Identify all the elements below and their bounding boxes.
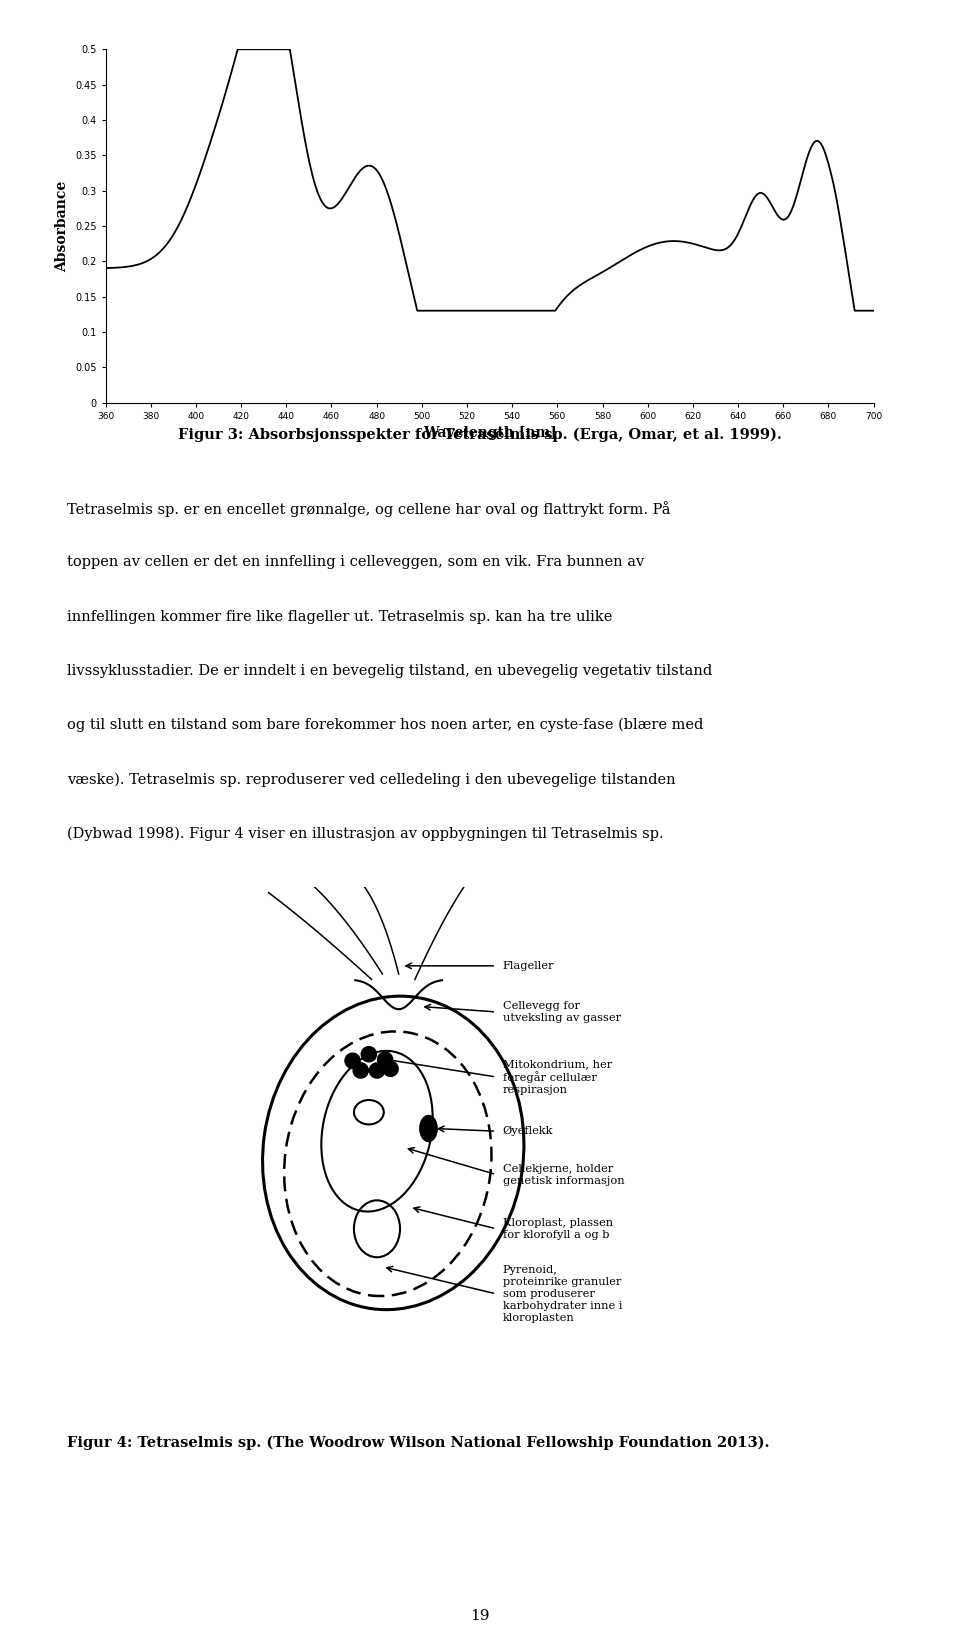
- Text: Kloroplast, plassen
for klorofyll a og b: Kloroplast, plassen for klorofyll a og b: [503, 1217, 612, 1240]
- Text: toppen av cellen er det en innfelling i celleveggen, som en vik. Fra bunnen av: toppen av cellen er det en innfelling i …: [67, 555, 644, 570]
- Text: Tetraselmis sp. er en encellet grønnalge, og cellene har oval og flattrykt form.: Tetraselmis sp. er en encellet grønnalge…: [67, 501, 671, 518]
- Text: Pyrenoid,
proteinrike granuler
som produserer
karbohydrater inne i
kloroplasten: Pyrenoid, proteinrike granuler som produ…: [503, 1265, 622, 1323]
- Circle shape: [370, 1063, 385, 1078]
- Text: Øyeflekk: Øyeflekk: [503, 1125, 553, 1137]
- Text: Figur 4: Tetraselmis sp. (The Woodrow Wilson National Fellowship Foundation 2013: Figur 4: Tetraselmis sp. (The Woodrow Wi…: [67, 1436, 770, 1451]
- Text: Cellekjerne, holder
genetisk informasjon: Cellekjerne, holder genetisk informasjon: [503, 1163, 624, 1186]
- Text: innfellingen kommer fire like flageller ut. Tetraselmis sp. kan ha tre ulike: innfellingen kommer fire like flageller …: [67, 610, 612, 624]
- Text: Mitokondrium, her
foregår cellulær
respirasjon: Mitokondrium, her foregår cellulær respi…: [503, 1058, 612, 1096]
- Text: Cellevegg for
utveksling av gasser: Cellevegg for utveksling av gasser: [503, 1001, 621, 1024]
- Circle shape: [361, 1047, 376, 1061]
- Text: væske). Tetraselmis sp. reproduserer ved celledeling i den ubevegelige tilstande: væske). Tetraselmis sp. reproduserer ved…: [67, 772, 676, 787]
- Text: og til slutt en tilstand som bare forekommer hos noen arter, en cyste-fase (blær: og til slutt en tilstand som bare foreko…: [67, 718, 704, 733]
- Y-axis label: Absorbance: Absorbance: [56, 181, 69, 271]
- Text: Figur 3: Absorbsjonsspekter for Tetraselmis sp. (Erga, Omar, et al. 1999).: Figur 3: Absorbsjonsspekter for Tetrasel…: [178, 427, 782, 442]
- X-axis label: Wavelength [nm]: Wavelength [nm]: [422, 426, 557, 440]
- Circle shape: [345, 1053, 360, 1068]
- Text: Flageller: Flageller: [503, 961, 554, 971]
- Circle shape: [353, 1063, 369, 1078]
- Ellipse shape: [420, 1116, 437, 1142]
- Text: (Dybwad 1998). Figur 4 viser en illustrasjon av oppbygningen til Tetraselmis sp.: (Dybwad 1998). Figur 4 viser en illustra…: [67, 826, 663, 841]
- Circle shape: [383, 1061, 398, 1076]
- Circle shape: [377, 1052, 393, 1068]
- Text: 19: 19: [470, 1608, 490, 1623]
- Text: livssyklusstadier. De er inndelt i en bevegelig tilstand, en ubevegelig vegetati: livssyklusstadier. De er inndelt i en be…: [67, 664, 712, 679]
